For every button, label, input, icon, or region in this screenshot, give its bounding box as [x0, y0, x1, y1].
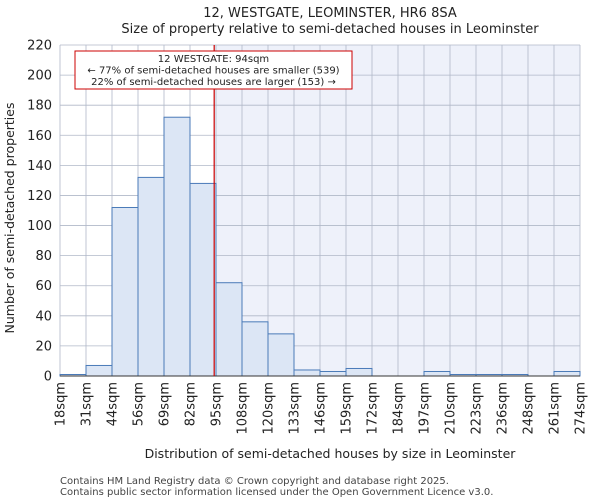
x-tick-label: 108sqm	[236, 382, 251, 435]
annotation-line-1: 12 WESTGATE: 94sqm	[158, 54, 269, 65]
x-tick-label: 120sqm	[262, 382, 277, 435]
y-tick-label: 20	[35, 339, 52, 354]
x-tick-label: 197sqm	[418, 382, 433, 435]
histogram-bar	[137, 176, 165, 377]
x-tick-label: 95sqm	[210, 382, 225, 426]
y-tick-label: 40	[35, 309, 52, 324]
footer-line-1: Contains HM Land Registry data © Crown c…	[60, 476, 449, 487]
x-tick-label: 146sqm	[314, 382, 329, 435]
x-tick-label: 274sqm	[574, 382, 589, 435]
larger-region-shade	[214, 45, 580, 376]
histogram-bar	[267, 333, 295, 377]
x-tick-label: 261sqm	[548, 382, 563, 435]
y-tick-label: 0	[44, 370, 52, 385]
x-tick-label: 133sqm	[288, 382, 303, 435]
chart-subtitle: Size of property relative to semi-detach…	[121, 22, 539, 37]
x-tick-label: 18sqm	[54, 382, 69, 426]
y-tick-label: 160	[27, 129, 52, 144]
histogram-bar	[553, 370, 581, 377]
y-axis-label: Number of semi-detached properties	[2, 103, 17, 334]
y-tick-label: 200	[27, 69, 52, 84]
y-tick-label: 120	[27, 189, 52, 204]
y-tick-label: 80	[35, 249, 52, 264]
chart-title: 12, WESTGATE, LEOMINSTER, HR6 8SA	[203, 6, 457, 21]
y-tick-label: 180	[27, 99, 52, 114]
x-tick-label: 184sqm	[392, 382, 407, 435]
histogram-bar	[111, 206, 139, 377]
y-tick-label: 220	[27, 39, 52, 54]
histogram-bar	[319, 370, 347, 377]
histogram-bar	[241, 321, 269, 377]
histogram-bar	[423, 370, 451, 377]
y-tick-label: 60	[35, 279, 52, 294]
x-tick-label: 69sqm	[158, 382, 173, 426]
histogram-bar	[163, 116, 191, 377]
histogram-bar	[215, 282, 243, 377]
y-tick-label: 100	[27, 219, 52, 234]
x-tick-label: 172sqm	[366, 382, 381, 435]
x-tick-label: 31sqm	[80, 382, 95, 426]
histogram-bar	[85, 364, 113, 377]
y-tick-label: 140	[27, 159, 52, 174]
x-tick-label: 44sqm	[106, 382, 121, 426]
annotation-box	[74, 50, 353, 90]
annotation-line-2: ← 77% of semi-detached houses are smalle…	[87, 66, 339, 77]
histogram-bar	[189, 182, 217, 377]
histogram-bar	[345, 367, 373, 377]
footer-line-2: Contains public sector information licen…	[60, 487, 493, 498]
x-axis-label: Distribution of semi-detached houses by …	[145, 446, 517, 461]
x-tick-label: 82sqm	[184, 382, 199, 426]
x-tick-label: 56sqm	[132, 382, 147, 426]
annotation-line-3: 22% of semi-detached houses are larger (…	[91, 77, 336, 88]
x-tick-label: 210sqm	[444, 382, 459, 435]
plot-area: 0 20 40 60 80 100 120 140 160 180 200 220 18sqm 31sqm…	[27, 39, 588, 435]
x-tick-label: 159sqm	[340, 382, 355, 435]
x-tick-label: 236sqm	[496, 382, 511, 435]
x-tick-label: 223sqm	[470, 382, 485, 435]
histogram-bar	[293, 369, 321, 377]
x-tick-label: 248sqm	[522, 382, 537, 435]
